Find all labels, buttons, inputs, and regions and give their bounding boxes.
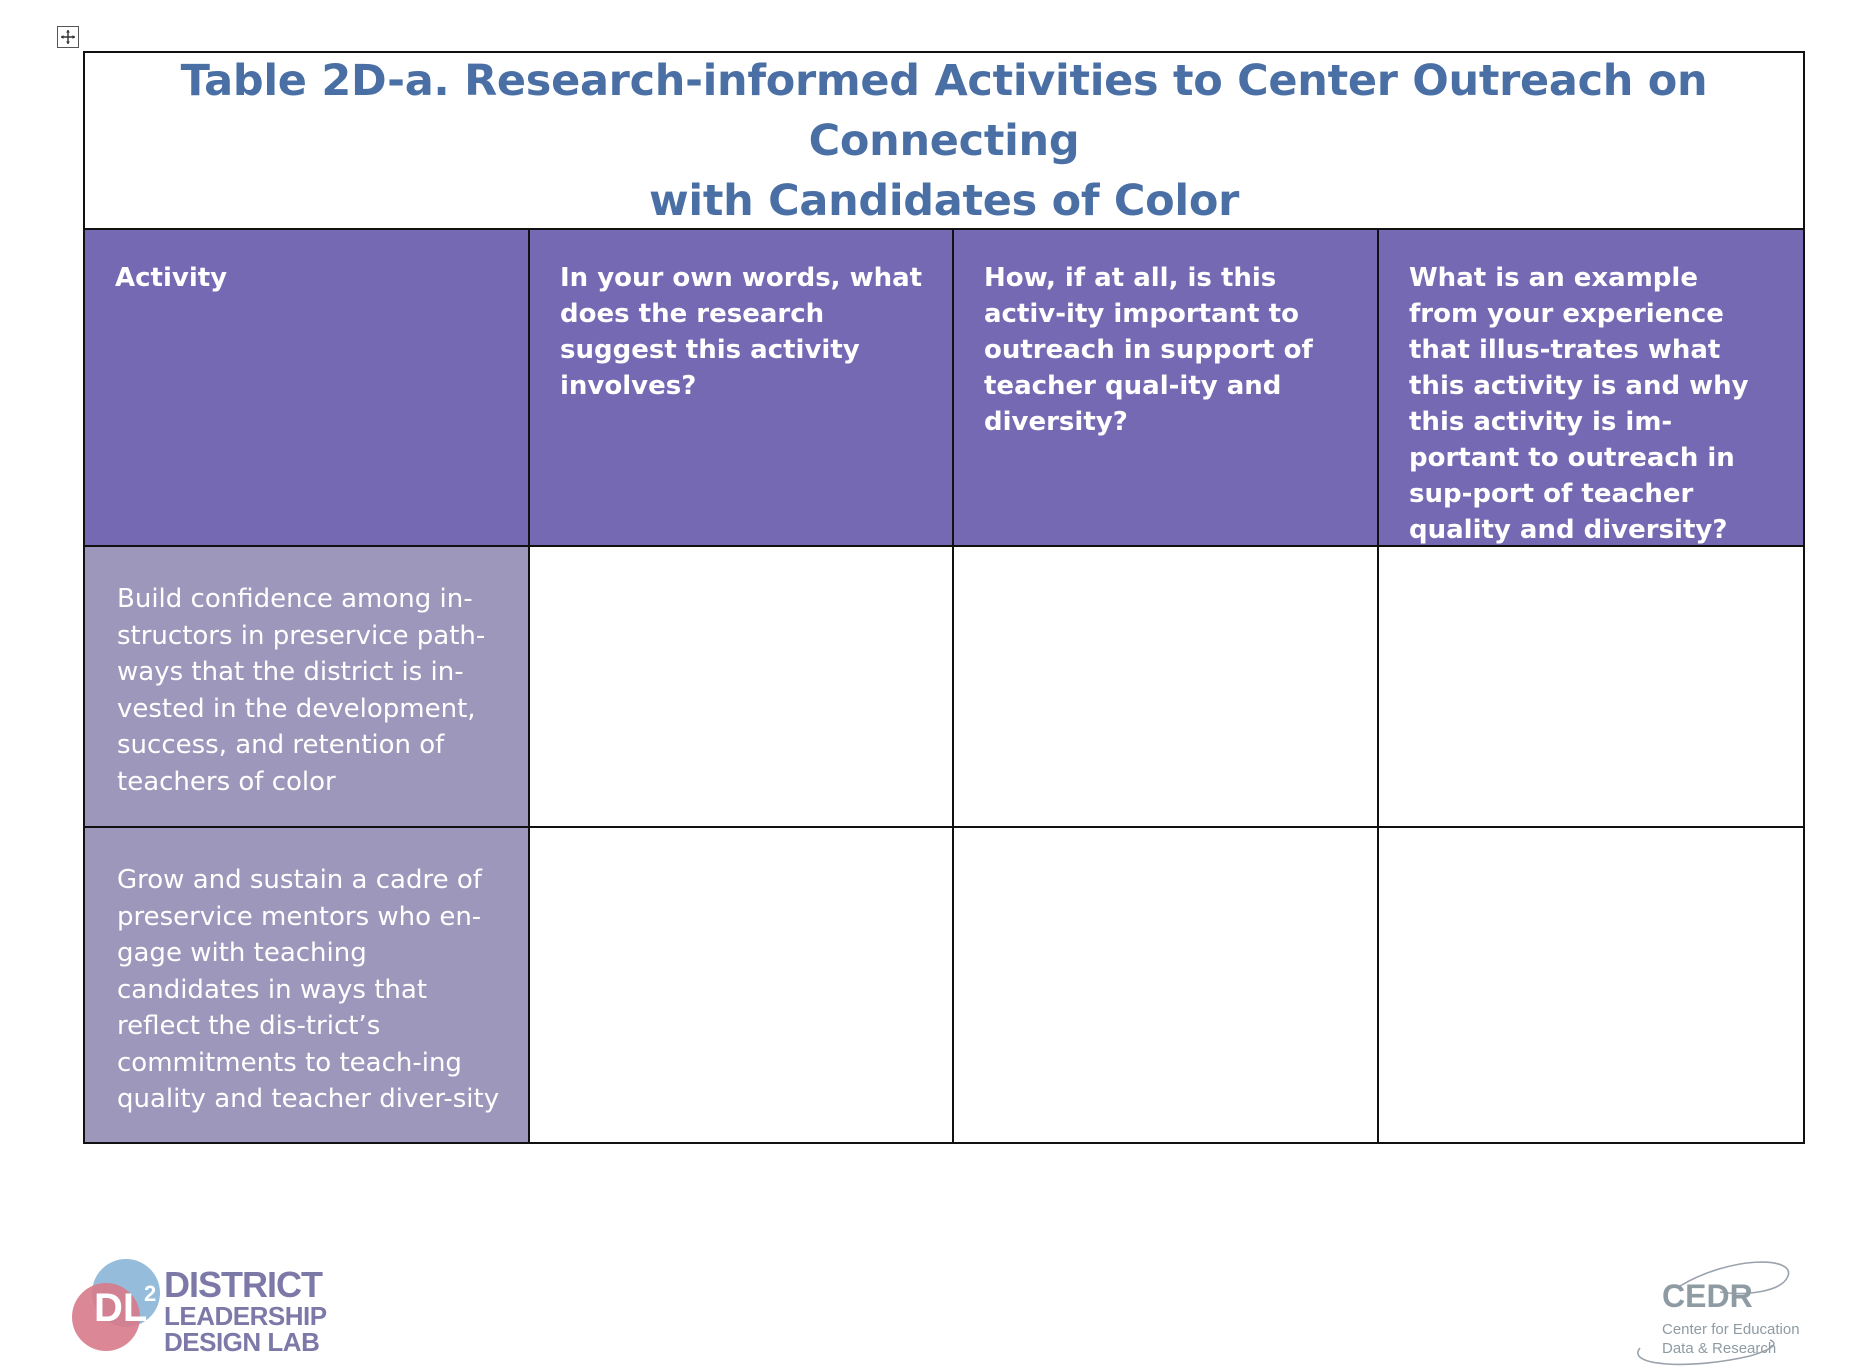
row-divider [85,826,1803,828]
column-divider [528,230,530,1142]
answer-cell-1-research[interactable] [530,547,952,826]
research-activities-table: Table 2D-a. Research-informed Activities… [83,51,1805,1144]
column-divider [1377,230,1379,1142]
activity-cell-1: Build confidence among in-structors in p… [85,547,528,826]
dl2-emblem-icon: DL 2 [72,1259,160,1351]
answer-cell-1-example[interactable] [1379,547,1803,826]
table-move-handle[interactable] [57,26,79,48]
svg-text:2: 2 [144,1281,156,1306]
header-importance: How, if at all, is this activ-ity import… [954,230,1377,545]
svg-text:DL: DL [94,1286,147,1330]
table-grid: Activity In your own words, what does th… [85,230,1803,1142]
logo-line-district: DISTRICT [164,1264,323,1305]
table-title-row: Table 2D-a. Research-informed Activities… [85,53,1803,230]
column-divider [952,230,954,1142]
move-arrows-icon [61,30,75,44]
activity-cell-2: Grow and sustain a cadre of preservice m… [85,828,528,1142]
header-example: What is an example from your experience … [1379,230,1803,545]
answer-cell-2-research[interactable] [530,828,952,1142]
table-title: Table 2D-a. Research-informed Activities… [85,51,1803,231]
cedr-subtitle: Center for Education Data & Research [1662,1321,1800,1357]
table-title-line1: Table 2D-a. Research-informed Activities… [180,55,1708,166]
answer-cell-2-importance[interactable] [954,828,1377,1142]
row-divider [85,545,1803,547]
header-research-suggests: In your own words, what does the researc… [530,230,952,545]
logo-line-design-lab: DESIGN LAB [164,1327,320,1357]
answer-cell-2-example[interactable] [1379,828,1803,1142]
cedr-swoosh-icon [1637,1261,1790,1366]
cedr-name: CEDR [1662,1278,1753,1314]
header-activity: Activity [85,230,528,545]
cedr-logo: CEDR Center for Education Data & Researc… [1620,1258,1810,1368]
logo-line-leadership: LEADERSHIP [164,1301,327,1331]
district-leadership-design-lab-logo: DL 2 DISTRICT LEADERSHIP DESIGN LAB [68,1255,328,1355]
answer-cell-1-importance[interactable] [954,547,1377,826]
table-title-line2: with Candidates of Color [649,175,1239,226]
